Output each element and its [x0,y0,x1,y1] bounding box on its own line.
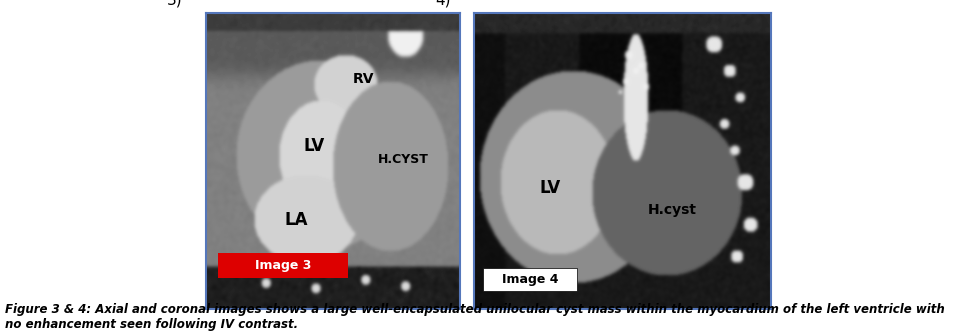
Text: 4): 4) [435,0,451,8]
Text: LV: LV [304,137,325,155]
Text: 3): 3) [167,0,183,8]
Text: LA: LA [285,211,308,229]
Text: Image 3: Image 3 [255,259,311,272]
Text: Figure 3 & 4: Axial and coronal images shows a large well-encapsulated unilocula: Figure 3 & 4: Axial and coronal images s… [5,303,945,331]
Bar [483,268,577,291]
Text: Image 4: Image 4 [502,273,559,286]
Text: RV: RV [353,72,375,86]
Text: LV: LV [539,179,560,197]
Bar [218,253,348,278]
Text: H.cyst: H.cyst [649,203,697,216]
Text: H.CYST: H.CYST [378,153,429,166]
